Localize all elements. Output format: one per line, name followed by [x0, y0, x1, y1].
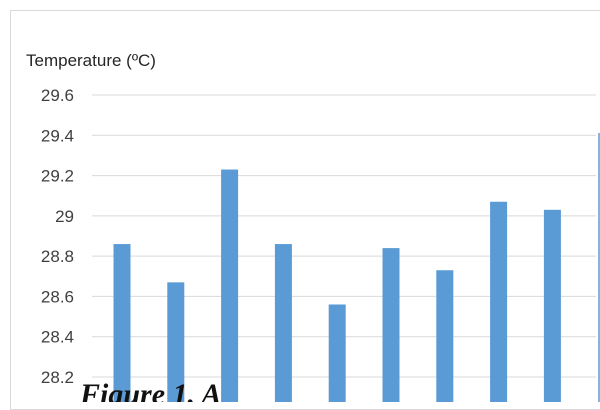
y-tick-label: 29 [55, 207, 74, 226]
bar [274, 244, 292, 402]
y-tick-label: 29.6 [41, 86, 74, 105]
bar [490, 201, 508, 402]
bars [113, 169, 561, 402]
y-tick-label: 28.8 [41, 247, 74, 266]
bar [382, 248, 400, 402]
bar [328, 304, 346, 402]
y-tick-label: 29.2 [41, 167, 74, 186]
y-axis-label: Temperature (ºC) [26, 51, 156, 70]
bar [113, 244, 131, 402]
bar [543, 209, 561, 402]
bar [167, 282, 185, 402]
y-tick-label: 28.6 [41, 287, 74, 306]
y-tick-labels: 28.2 28.4 28.6 28.8 29 29.2 29.4 29.6 [41, 86, 74, 387]
figure-caption: Figure 1. A [80, 380, 222, 402]
y-tick-label: 28.4 [41, 328, 74, 347]
y-tick-label: 29.4 [41, 126, 74, 145]
bar [221, 169, 239, 402]
y-tick-label: 28.2 [41, 368, 74, 387]
bar [436, 270, 454, 402]
